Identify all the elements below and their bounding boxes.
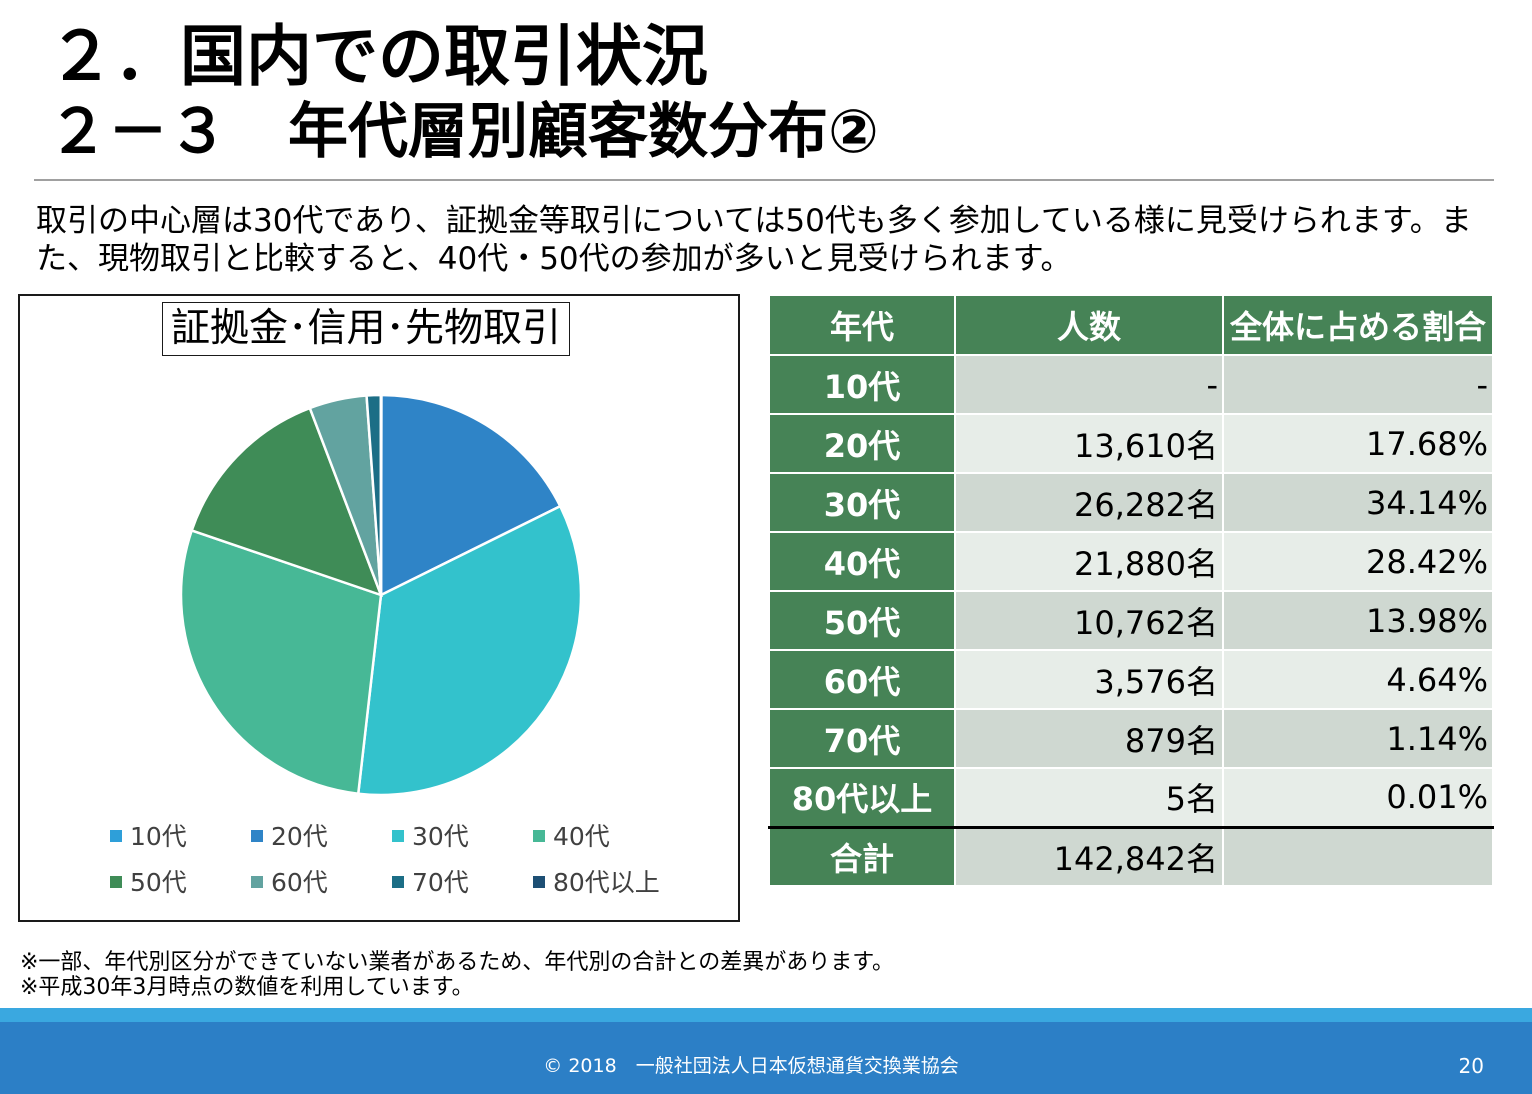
- row-age: 30代: [768, 472, 956, 533]
- chart-title: 証拠金･信用･先物取引: [162, 302, 571, 356]
- table-row: 30代 26,282名 34.14%: [768, 472, 1494, 533]
- table-row: 40代 21,880名 28.42%: [768, 531, 1494, 592]
- page-number: 20: [1458, 1054, 1484, 1078]
- header-age: 年代: [768, 294, 956, 356]
- legend-label: 50代: [130, 868, 187, 897]
- legend-swatch: [110, 830, 122, 842]
- pie-slice-30代: [356, 504, 583, 797]
- table-row: 60代 3,576名 4.64%: [768, 649, 1494, 710]
- row-ratio: 28.42%: [1222, 531, 1494, 592]
- description-text: 取引の中心層は30代であり、証拠金等取引については50代も多く参加している様に見…: [36, 203, 1472, 277]
- row-count: 21,880名: [954, 531, 1224, 592]
- pie-chart-panel: 証拠金･信用･先物取引 10代 20代 30代 40代 50代 60代 70代 80代以上: [18, 294, 740, 922]
- table-row: 10代 - -: [768, 354, 1494, 415]
- total-label: 合計: [768, 825, 956, 887]
- row-count: 879名: [954, 708, 1224, 769]
- row-count: 26,282名: [954, 472, 1224, 533]
- table-row: 70代 879名 1.14%: [768, 708, 1494, 769]
- footnote: ※平成30年3月時点の数値を利用しています。: [20, 975, 474, 1000]
- table-row: 20代 13,610名 17.68%: [768, 413, 1494, 474]
- copyright-text: © 2018 一般社団法人日本仮想通貨交換業協会: [543, 1055, 959, 1077]
- legend-label: 20代: [271, 822, 328, 851]
- pie-slice-20代: [379, 393, 562, 598]
- age-distribution-table: 年代 人数 全体に占める割合 10代 - - 20代 13,610名 17.68…: [768, 294, 1494, 887]
- legend-item: 70代: [392, 866, 469, 900]
- legend-label: 60代: [271, 868, 328, 897]
- legend-swatch: [392, 876, 404, 888]
- table-row: 80代以上 5名 0.01%: [768, 767, 1494, 828]
- header-ratio: 全体に占める割合: [1222, 294, 1494, 356]
- table-row: 50代 10,762名 13.98%: [768, 590, 1494, 651]
- row-count: -: [954, 354, 1224, 415]
- row-age: 50代: [768, 590, 956, 651]
- legend-item: 30代: [392, 820, 469, 854]
- footer-accent-band: [0, 1008, 1532, 1022]
- footnote: ※一部、年代別区分ができていない業者があるため、年代別の合計との差異があります。: [20, 950, 895, 975]
- page-title: ２．国内での取引状況: [48, 18, 708, 95]
- legend-item: 40代: [533, 820, 610, 854]
- page-subtitle: ２－３ 年代層別顧客数分布②: [48, 97, 879, 167]
- pie-slice-40代: [179, 528, 383, 796]
- legend-item: 10代: [110, 820, 187, 854]
- row-age: 60代: [768, 649, 956, 710]
- table-total-row: 合計 142,842名: [768, 825, 1494, 887]
- row-count: 3,576名: [954, 649, 1224, 710]
- legend-swatch: [251, 830, 263, 842]
- legend-label: 70代: [412, 868, 469, 897]
- legend-item: 60代: [251, 866, 328, 900]
- legend-swatch: [110, 876, 122, 888]
- title-divider: [34, 179, 1494, 181]
- row-ratio: 1.14%: [1222, 708, 1494, 769]
- legend-swatch: [533, 830, 545, 842]
- row-age: 20代: [768, 413, 956, 474]
- row-age: 10代: [768, 354, 956, 415]
- row-ratio: 17.68%: [1222, 413, 1494, 474]
- legend-label: 80代以上: [553, 868, 660, 897]
- legend-swatch: [533, 876, 545, 888]
- row-ratio: 0.01%: [1222, 767, 1494, 828]
- row-count: 13,610名: [954, 413, 1224, 474]
- pie-slice-50代: [190, 406, 384, 598]
- pie-slice-80代以上: [379, 393, 383, 596]
- legend-label: 40代: [553, 822, 610, 851]
- legend-swatch: [392, 830, 404, 842]
- legend-swatch: [251, 876, 263, 888]
- row-ratio: 13.98%: [1222, 590, 1494, 651]
- row-count: 5名: [954, 767, 1224, 828]
- table-header-row: 年代 人数 全体に占める割合: [768, 294, 1494, 356]
- total-ratio: [1222, 825, 1494, 887]
- row-count: 10,762名: [954, 590, 1224, 651]
- footnotes: ※一部、年代別区分ができていない業者があるため、年代別の合計との差異があります。…: [20, 950, 894, 1000]
- legend-item: 20代: [251, 820, 328, 854]
- row-ratio: 4.64%: [1222, 649, 1494, 710]
- legend-item: 50代: [110, 866, 187, 900]
- footer-bar: [0, 1008, 1532, 1094]
- row-ratio: 34.14%: [1222, 472, 1494, 533]
- row-age: 40代: [768, 531, 956, 592]
- legend-label: 10代: [130, 822, 187, 851]
- legend-label: 30代: [412, 822, 469, 851]
- row-age: 80代以上: [768, 767, 956, 828]
- legend-item: 80代以上: [533, 866, 660, 900]
- row-age: 70代: [768, 708, 956, 769]
- total-count: 142,842名: [954, 825, 1224, 887]
- pie-chart: [179, 393, 583, 797]
- row-ratio: -: [1222, 354, 1494, 415]
- header-count: 人数: [954, 294, 1224, 356]
